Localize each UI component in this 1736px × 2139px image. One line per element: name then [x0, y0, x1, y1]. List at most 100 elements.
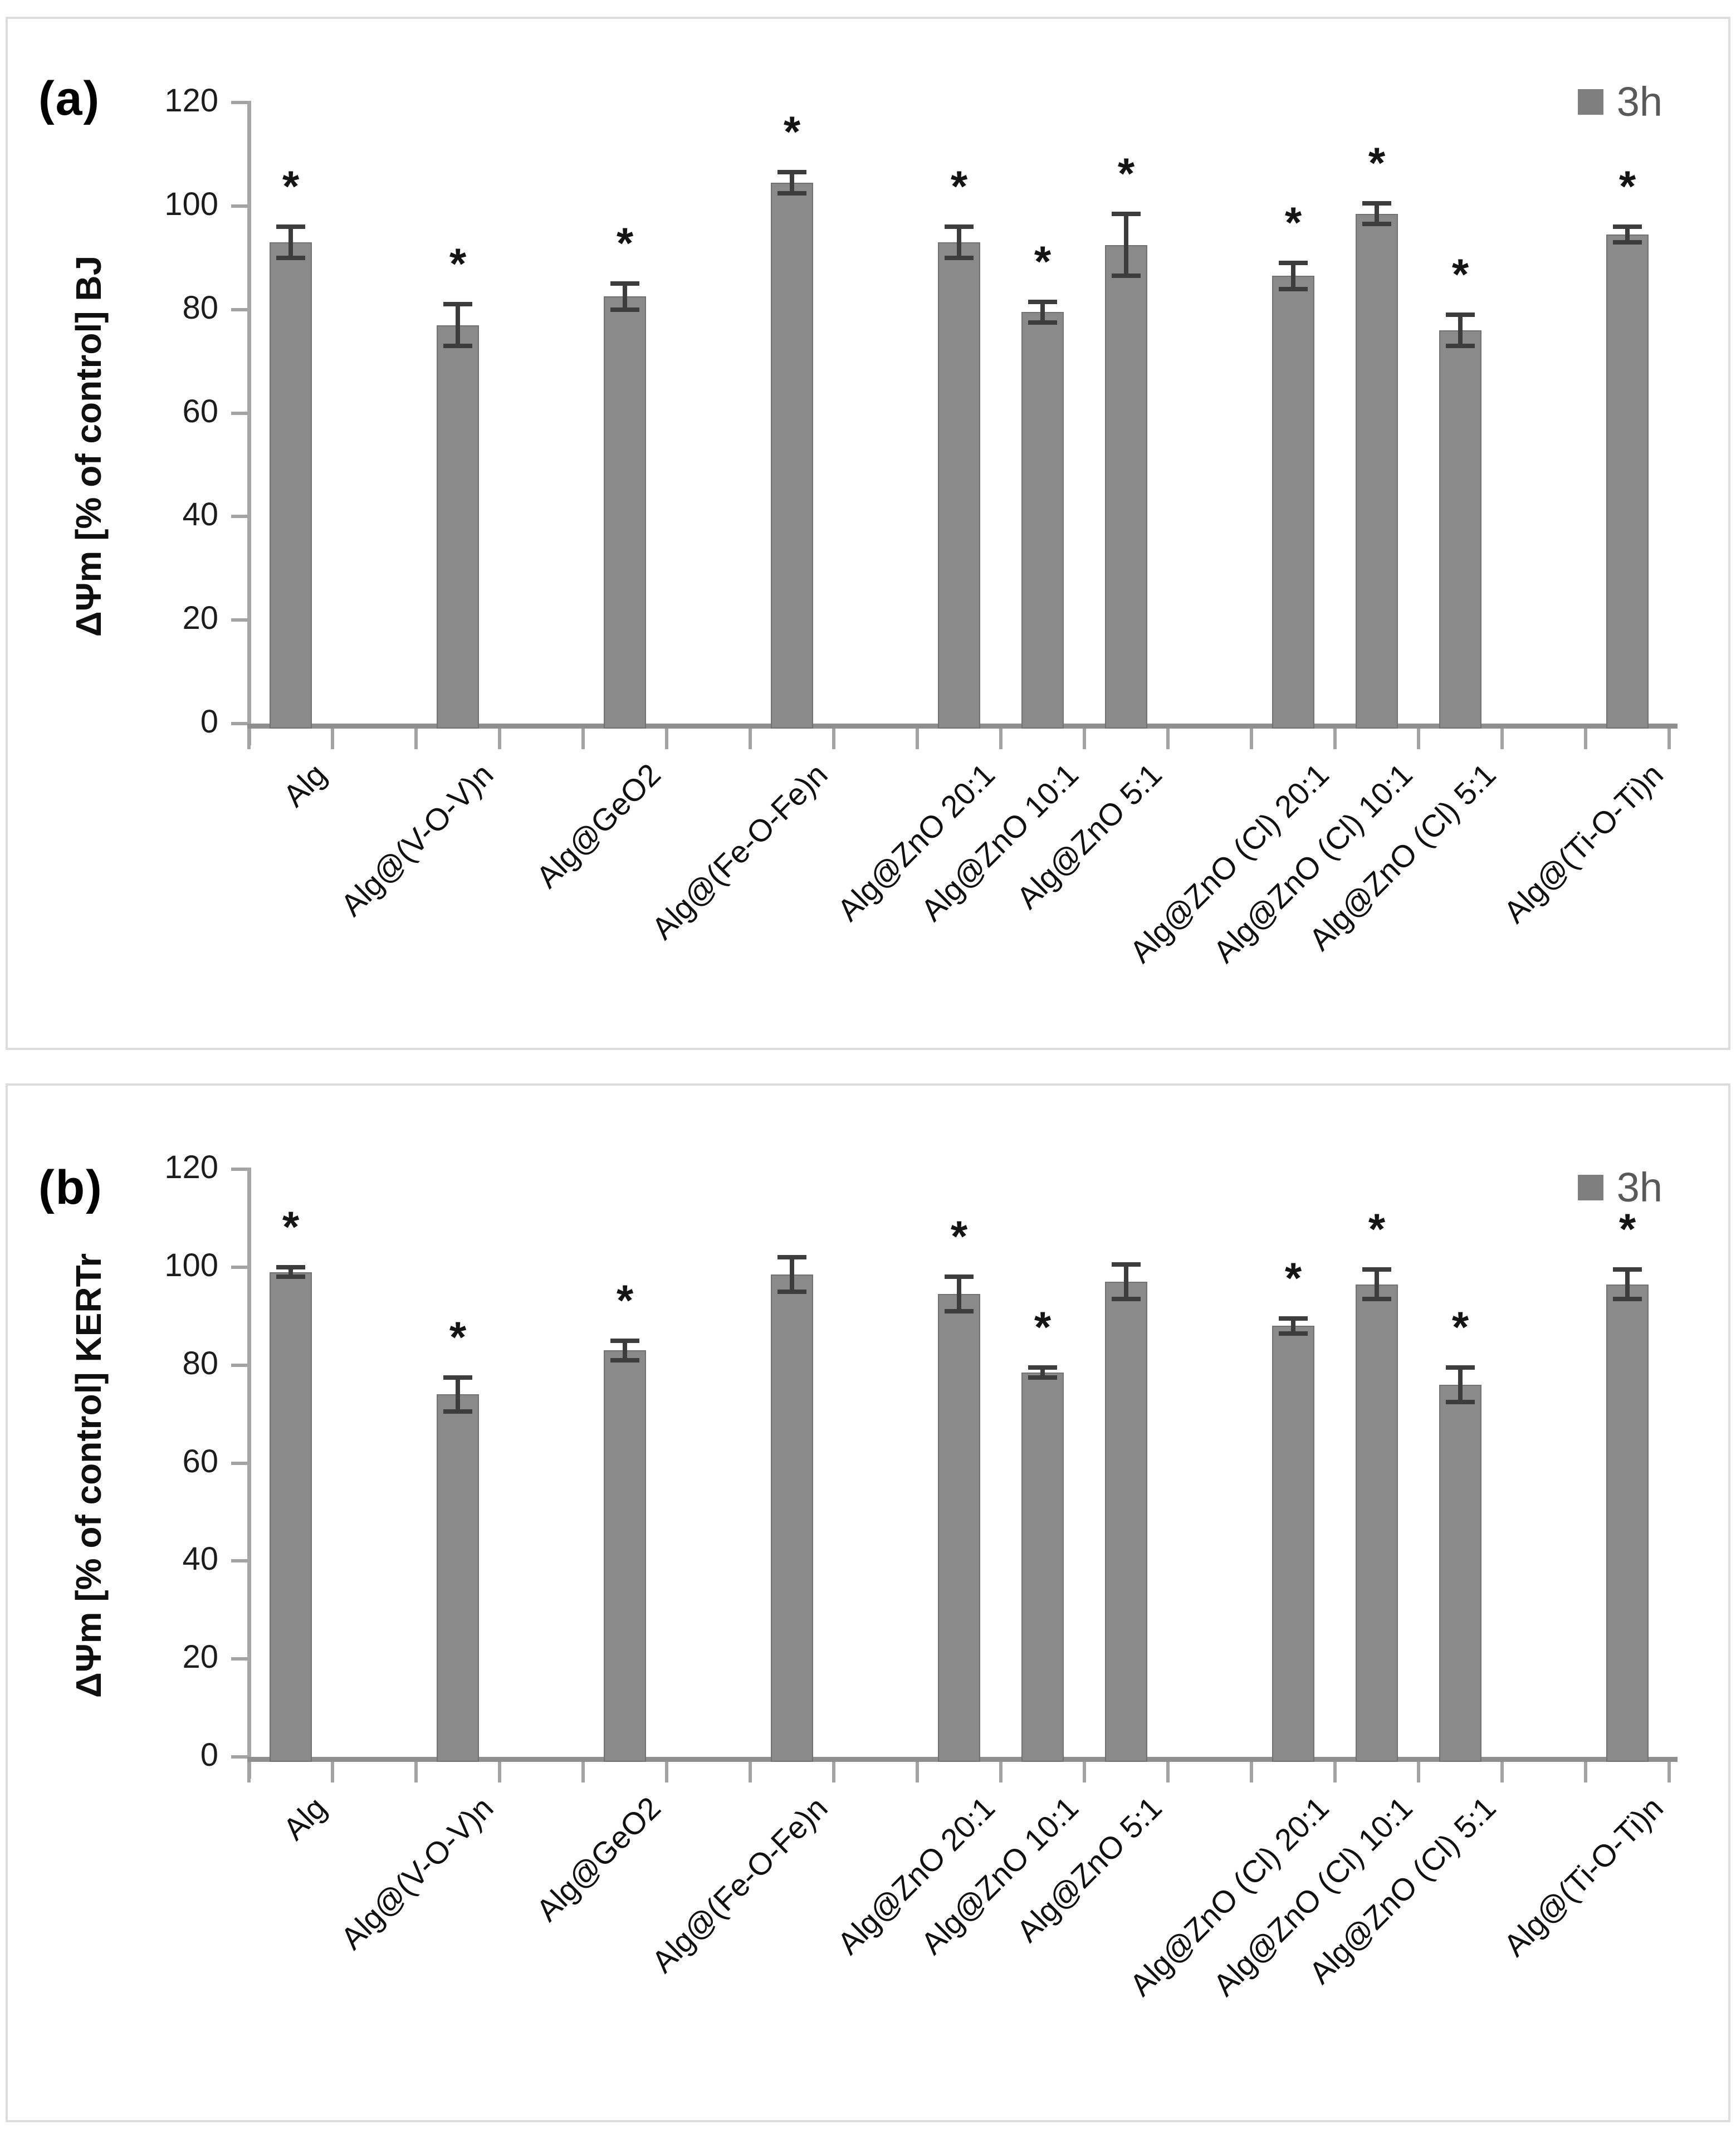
- bar-4: [771, 1274, 813, 1762]
- error-bar-cap-bottom: [777, 191, 806, 196]
- error-bar-stem: [790, 1257, 794, 1292]
- error-bar-stem: [1291, 263, 1295, 289]
- legend: 3h: [1577, 79, 1662, 125]
- x-category-label: Alg: [276, 756, 333, 814]
- bar-5: [938, 242, 980, 729]
- x-category-label: Alg@ZnO 5:1: [1009, 756, 1168, 916]
- y-axis-line: [247, 1168, 251, 1779]
- bar-10: [1439, 330, 1481, 729]
- error-bar-cap-top: [1362, 1267, 1391, 1272]
- significance-asterisk: *: [616, 218, 634, 268]
- y-tick-label: 40: [182, 496, 218, 533]
- error-bar-cap-bottom: [1028, 320, 1057, 325]
- x-tick-mark: [1166, 1757, 1170, 1782]
- error-bar-stem: [1040, 301, 1045, 323]
- x-tick-mark: [916, 1757, 919, 1782]
- x-tick-mark: [498, 724, 501, 749]
- x-tick-mark: [1667, 1757, 1671, 1782]
- panel-letter: (b): [38, 1161, 103, 1214]
- x-tick-mark: [1417, 724, 1420, 749]
- bar-8: [1272, 1326, 1314, 1762]
- error-bar-cap-top: [1112, 1262, 1141, 1267]
- error-bar-cap-bottom: [1028, 1375, 1057, 1380]
- x-tick-mark: [749, 724, 752, 749]
- x-tick-mark: [832, 724, 835, 749]
- y-tick-label: 120: [164, 1149, 218, 1185]
- x-category-label: Alg@(Ti-O-Ti)n: [1497, 756, 1670, 930]
- x-tick-mark: [1083, 1757, 1086, 1782]
- error-bar-stem: [456, 304, 460, 346]
- y-tick-label: 60: [182, 393, 218, 429]
- x-tick-mark: [1333, 1757, 1337, 1782]
- x-tick-mark: [1166, 724, 1170, 749]
- error-bar-cap-top: [443, 1375, 472, 1380]
- bar-11: [1606, 1284, 1649, 1762]
- bar-2: [437, 1394, 479, 1762]
- legend-label: 3h: [1616, 79, 1662, 125]
- significance-asterisk: *: [449, 239, 467, 289]
- significance-asterisk: *: [1451, 249, 1469, 299]
- significance-asterisk: *: [282, 162, 300, 211]
- error-bar-stem: [1625, 1269, 1630, 1299]
- bar-6: [1021, 312, 1064, 729]
- bar-6: [1021, 1372, 1064, 1762]
- x-category-label: Alg@ZnO 5:1: [1009, 1790, 1168, 1949]
- x-category-label: Alg@(Fe-O-Fe)n: [644, 756, 834, 946]
- bar-2: [437, 325, 479, 729]
- error-bar-cap-top: [1613, 1267, 1642, 1272]
- x-tick-mark: [331, 724, 334, 749]
- error-bar-cap-bottom: [610, 307, 639, 312]
- x-category-label: Alg: [276, 1790, 333, 1847]
- x-tick-mark: [749, 1757, 752, 1782]
- error-bar-cap-top: [610, 281, 639, 286]
- significance-asterisk: *: [1284, 1253, 1302, 1303]
- x-tick-mark: [1417, 1757, 1420, 1782]
- y-tick-mark: [231, 411, 249, 415]
- y-tick-label: 40: [182, 1541, 218, 1578]
- x-tick-mark: [414, 724, 418, 749]
- significance-asterisk: *: [1451, 1302, 1469, 1352]
- y-tick-mark: [231, 1363, 249, 1367]
- x-tick-mark: [581, 1757, 585, 1782]
- bar-10: [1439, 1384, 1481, 1762]
- error-bar-cap-bottom: [945, 255, 974, 260]
- y-tick-mark: [231, 1559, 249, 1563]
- y-tick-label: 0: [200, 704, 218, 740]
- error-bar-cap-top: [276, 224, 305, 229]
- significance-asterisk: *: [950, 162, 968, 211]
- y-tick-label: 80: [182, 289, 218, 326]
- y-tick-mark: [231, 307, 249, 311]
- legend: 3h: [1577, 1164, 1662, 1210]
- significance-asterisk: *: [1284, 198, 1302, 247]
- x-tick-mark: [832, 1757, 835, 1782]
- bar-1: [270, 242, 312, 729]
- significance-asterisk: *: [282, 1202, 300, 1251]
- x-tick-mark: [1500, 1757, 1504, 1782]
- legend-label: 3h: [1616, 1164, 1662, 1210]
- bar-7: [1105, 245, 1147, 729]
- error-bar-cap-top: [777, 1255, 806, 1260]
- error-bar-cap-bottom: [1112, 1296, 1141, 1301]
- y-tick-mark: [231, 722, 249, 725]
- y-tick-label: 60: [182, 1443, 218, 1479]
- bar-1: [270, 1272, 312, 1762]
- error-bar-cap-top: [945, 1274, 974, 1280]
- x-tick-mark: [1584, 1757, 1587, 1782]
- error-bar-stem: [456, 1377, 460, 1412]
- x-tick-mark: [581, 724, 585, 749]
- bar-8: [1272, 276, 1314, 729]
- y-tick-mark: [231, 1657, 249, 1661]
- error-bar-cap-bottom: [1446, 343, 1475, 348]
- x-tick-mark: [665, 1757, 668, 1782]
- y-tick-mark: [231, 204, 249, 208]
- error-bar-stem: [1375, 203, 1379, 224]
- error-bar-cap-bottom: [945, 1308, 974, 1313]
- error-bar-cap-bottom: [1613, 1296, 1642, 1301]
- significance-asterisk: *: [1034, 236, 1052, 286]
- bar-4: [771, 183, 813, 729]
- error-bar-cap-bottom: [1362, 222, 1391, 227]
- significance-asterisk: *: [1034, 1302, 1052, 1352]
- error-bar-cap-top: [610, 1338, 639, 1343]
- error-bar-stem: [1124, 1264, 1128, 1299]
